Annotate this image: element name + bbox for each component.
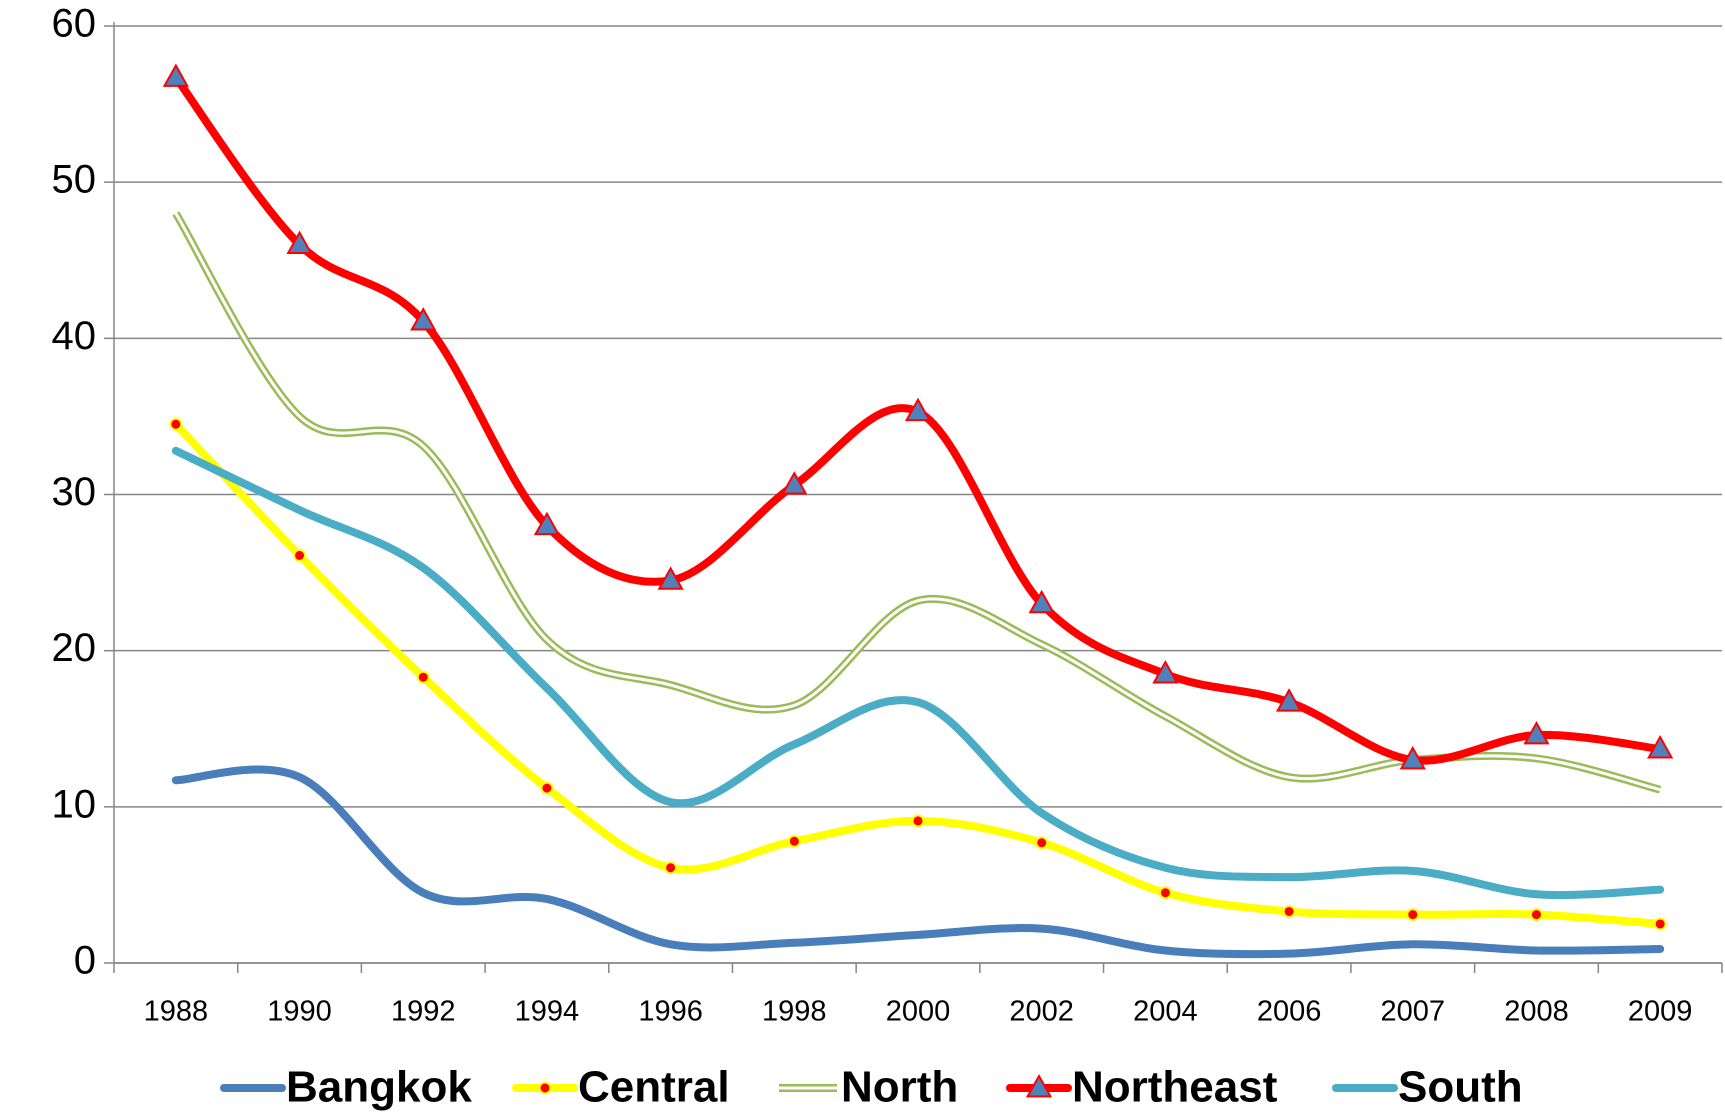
marker: [162, 63, 189, 87]
x-tick-label: 2007: [1381, 996, 1446, 1028]
y-tick-label: 10: [52, 782, 97, 826]
marker: [1035, 836, 1049, 850]
x-tick-label: 2004: [1133, 996, 1198, 1028]
series-line: [171, 765, 1665, 959]
legend-label: Northeast: [1072, 1063, 1278, 1112]
y-tick-label: 30: [52, 470, 97, 514]
marker: [1028, 589, 1055, 614]
marker: [1282, 904, 1296, 918]
x-tick-label: 1992: [391, 996, 456, 1028]
marker: [787, 834, 801, 848]
legend-label: Central: [578, 1063, 730, 1112]
x-tick-label: 1990: [267, 996, 332, 1028]
marker: [1653, 917, 1667, 931]
legend-item: Northeast: [1006, 1063, 1278, 1112]
marker: [1399, 745, 1426, 770]
x-tick-label: 1996: [638, 996, 703, 1028]
legend-item: South: [1332, 1063, 1523, 1112]
x-tick-label: 1994: [515, 996, 580, 1028]
marker: [1529, 908, 1543, 922]
y-tick-label: 0: [74, 939, 96, 983]
legend-marker: [1025, 1073, 1053, 1098]
legend-item: Bangkok: [220, 1063, 472, 1112]
legend-label: Bangkok: [286, 1063, 472, 1112]
x-tick-label: 2000: [886, 996, 951, 1028]
x-tick-label: 2006: [1257, 996, 1322, 1028]
marker: [540, 781, 554, 795]
y-tick-label: 40: [52, 314, 97, 358]
marker: [657, 566, 684, 590]
marker: [1523, 720, 1550, 745]
marker: [1152, 660, 1179, 684]
marker: [664, 861, 678, 875]
marker: [781, 471, 808, 495]
legend-label: South: [1398, 1063, 1523, 1112]
marker: [1406, 908, 1420, 922]
x-tick-label: 1998: [762, 996, 827, 1028]
marker: [533, 511, 561, 536]
legend-marker: [538, 1081, 552, 1095]
marker: [911, 814, 925, 828]
series-line: [171, 446, 1665, 900]
x-tick-label: 2002: [1009, 996, 1074, 1028]
marker: [169, 417, 183, 431]
marker: [1158, 886, 1172, 900]
series-line: [171, 420, 1665, 928]
x-tick-label: 2008: [1504, 996, 1569, 1028]
legend-item: Central: [512, 1063, 730, 1112]
marker: [286, 230, 313, 255]
marker: [410, 307, 437, 331]
marker: [1275, 688, 1303, 712]
marker: [904, 397, 932, 422]
marker: [416, 670, 430, 684]
x-tick-label: 1988: [144, 996, 209, 1028]
y-tick-label: 20: [52, 626, 97, 670]
legend-item: North: [779, 1063, 958, 1112]
legend-label: North: [841, 1063, 958, 1112]
y-tick-label: 60: [52, 2, 97, 46]
marker: [1647, 735, 1674, 759]
y-tick-label: 50: [52, 158, 97, 202]
x-tick-label: 2009: [1628, 996, 1693, 1028]
marker: [293, 548, 307, 562]
